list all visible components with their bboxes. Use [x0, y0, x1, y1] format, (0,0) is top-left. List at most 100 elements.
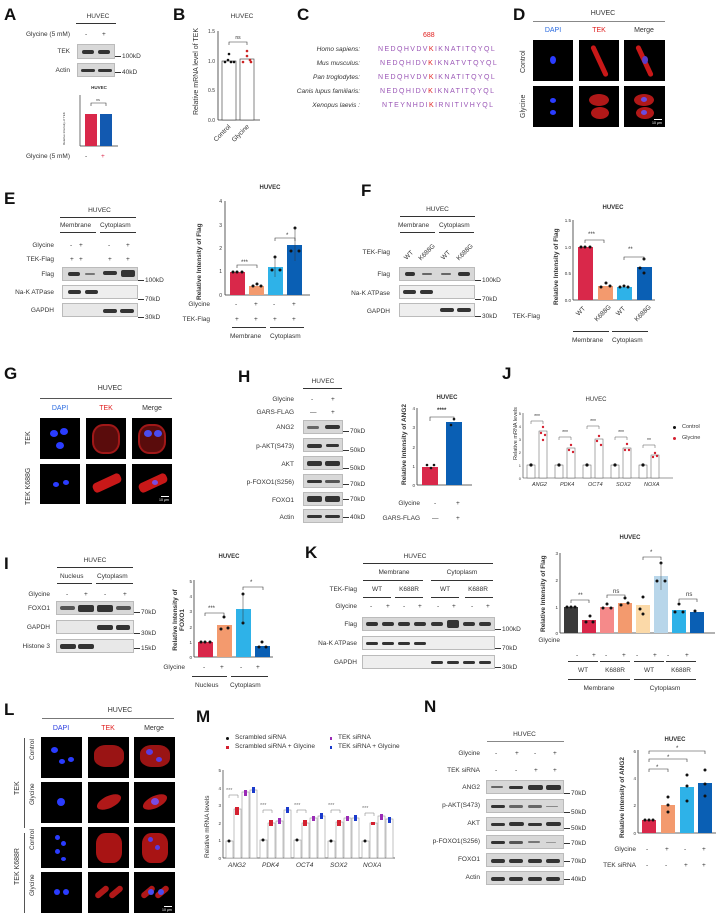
- row-label: TEK K688G: [25, 467, 32, 505]
- significance: ***: [328, 803, 335, 809]
- x-sign: +: [220, 664, 224, 671]
- micrograph: [624, 40, 665, 81]
- x-sign: +: [592, 652, 596, 659]
- micrograph: [86, 418, 126, 459]
- lane-sign: -: [85, 153, 88, 160]
- lane-sign: -: [495, 767, 498, 774]
- svg-text:4: 4: [218, 786, 221, 791]
- svg-text:4: 4: [219, 199, 222, 205]
- svg-text:2: 2: [633, 803, 636, 808]
- svg-text:***: ***: [562, 430, 568, 436]
- significance: *: [650, 550, 653, 556]
- x-label: Glycine (5 mM): [25, 153, 70, 160]
- mw-marker: 70kD: [134, 609, 156, 616]
- blot-ang2: [486, 780, 564, 794]
- svg-text:3: 3: [412, 425, 415, 430]
- significance: ***: [362, 806, 369, 812]
- lane-sign: +: [452, 603, 456, 610]
- svg-text:0: 0: [519, 476, 522, 481]
- x-sign: -: [665, 862, 668, 869]
- y-axis-label: Relative mRNA levels: [204, 795, 211, 859]
- panel-label-e: E: [4, 189, 16, 208]
- lane-label: WT: [403, 249, 416, 262]
- x-sign: +: [254, 301, 258, 308]
- cell-label: HUVEC: [83, 557, 107, 564]
- row-label: Glycine: [28, 591, 50, 598]
- lane-sign: +: [486, 603, 490, 610]
- x-group: WT: [643, 667, 655, 674]
- blot-label: TEK: [57, 48, 70, 55]
- mw-marker: 100kD: [495, 626, 521, 633]
- significance: ***: [294, 803, 301, 809]
- x-sign: -: [684, 846, 687, 853]
- group-label: Cytoplasm: [612, 337, 643, 344]
- x-tick: ANG2: [228, 862, 246, 869]
- svg-text:1: 1: [218, 838, 221, 843]
- row-label: Glycine: [458, 750, 480, 757]
- legend-item: TEK siRNA + Glycine: [338, 743, 400, 750]
- mw-marker: 50kD: [343, 465, 365, 472]
- row-label: Glycine: [29, 874, 36, 896]
- lane-sign: +: [102, 31, 106, 38]
- x-sign: -: [235, 301, 238, 308]
- cell-label: HUVEC: [513, 731, 536, 738]
- chart-title: HUVEC: [218, 554, 240, 560]
- x-sign: +: [653, 652, 657, 659]
- y-axis-label: Relative Intensity of Flag: [196, 223, 203, 300]
- lane-sign: -: [85, 31, 88, 38]
- x-row-label: TEK-Flag: [512, 313, 540, 320]
- significance: *: [286, 233, 289, 239]
- significance: **: [628, 247, 633, 253]
- x-sign: +: [456, 515, 460, 522]
- svg-text:5: 5: [189, 579, 192, 584]
- legend-marker: [330, 746, 332, 749]
- cell-label: HUVEC: [403, 553, 427, 560]
- blot-label: AKT: [281, 461, 294, 468]
- micrograph: [88, 737, 129, 778]
- blot-label: p-AKT(S473): [256, 443, 294, 450]
- chart-title: HUVEC: [619, 535, 641, 541]
- x-tick: PDK4: [262, 862, 279, 869]
- type-label: K688R: [468, 586, 488, 593]
- svg-text:3: 3: [189, 609, 192, 614]
- blot-label: p-AKT(S473): [442, 802, 480, 809]
- blot-actin: [77, 63, 115, 77]
- blot-label: Na-K ATPase: [318, 640, 357, 647]
- type-label: WT: [371, 586, 383, 593]
- blot-label: Histone 3: [22, 643, 50, 650]
- blot-label: GAPDH: [26, 624, 50, 631]
- micrograph: [132, 418, 172, 459]
- mw-marker: 70kD: [564, 858, 586, 865]
- legend-item: Control: [682, 424, 700, 430]
- lane-sign: +: [331, 396, 335, 403]
- x-sign: +: [622, 652, 626, 659]
- lane-sign: -: [495, 750, 498, 757]
- group-label: TEK K688R: [14, 848, 21, 885]
- lane-sign: —: [310, 409, 317, 416]
- group-label: Membrane: [230, 333, 262, 340]
- svg-text:3: 3: [555, 551, 558, 556]
- svg-text:1.5: 1.5: [208, 29, 215, 35]
- cell-label: HUVEC: [107, 707, 133, 714]
- row-label: Control: [29, 739, 36, 760]
- y-axis-label: Relative mRNA level of TEK: [193, 27, 200, 115]
- col-dapi: DAPI: [544, 27, 562, 34]
- blot-label: Actin: [55, 67, 70, 74]
- legend-marker: [330, 737, 332, 740]
- blot-label: FOXO1: [457, 856, 480, 863]
- col-tek: TEK: [592, 27, 606, 34]
- svg-text:1: 1: [519, 463, 522, 468]
- x-sign: -: [240, 664, 243, 671]
- blot-pakt: [486, 799, 564, 813]
- panel-label-d: D: [513, 5, 526, 24]
- x-sign: +: [256, 664, 260, 671]
- svg-text:2: 2: [189, 625, 192, 630]
- significance: *: [656, 765, 659, 771]
- x-tick: WT: [615, 305, 628, 318]
- mw-marker: 30kD: [475, 313, 497, 320]
- blot-tek: [77, 44, 115, 59]
- micrograph: [88, 827, 129, 868]
- x-tick: SOX2: [616, 482, 631, 488]
- lane-sign: +: [418, 603, 422, 610]
- x-group: WT: [577, 667, 589, 674]
